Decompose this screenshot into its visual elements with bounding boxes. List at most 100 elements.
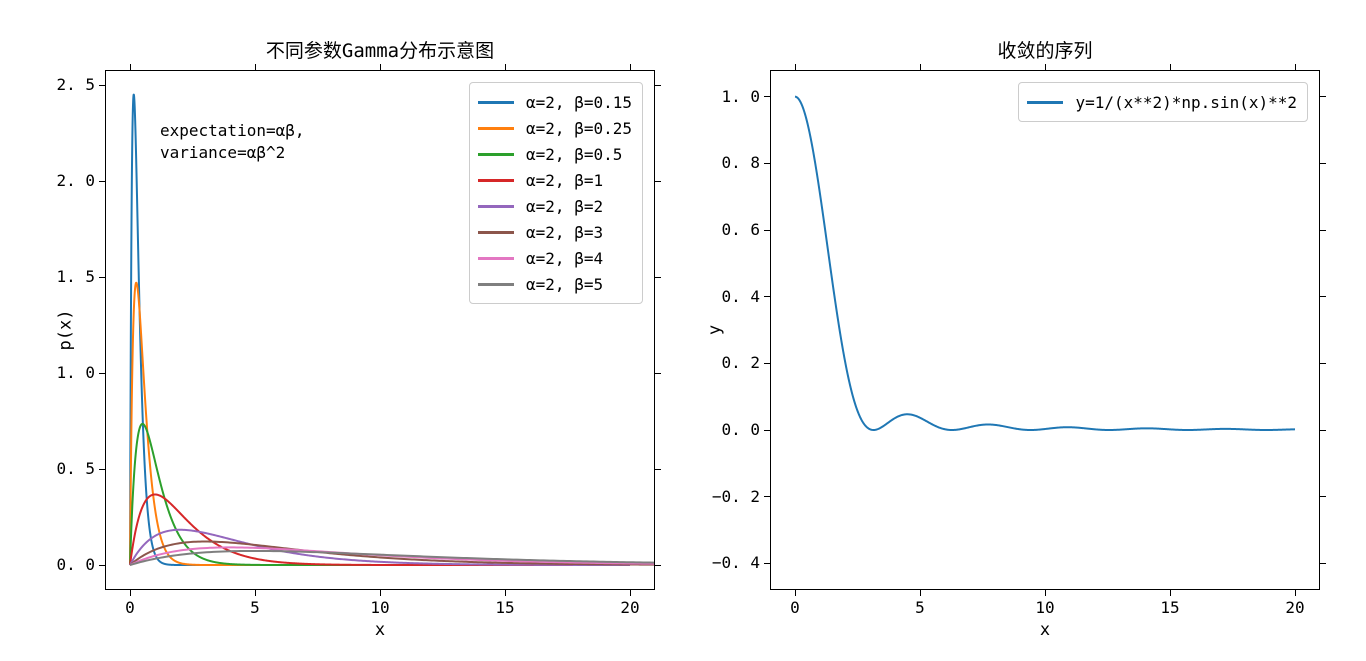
x-axis-label: x [770, 620, 1320, 640]
x-tick-label: 0 [790, 598, 800, 617]
y-tick-mark [655, 277, 661, 278]
x-tick-label: 15 [1160, 598, 1179, 617]
legend-item: α=2, β=3 [478, 219, 632, 245]
y-tick-mark [764, 563, 770, 564]
x-tick-label: 15 [495, 598, 514, 617]
y-tick-mark [99, 181, 105, 182]
x-tick-mark [1045, 64, 1046, 70]
x-tick-mark [1295, 64, 1296, 70]
y-tick-mark [1320, 163, 1326, 164]
x-tick-label: 10 [1035, 598, 1054, 617]
x-tick-mark [630, 64, 631, 70]
y-tick-label: 0. 8 [700, 153, 760, 172]
y-tick-mark [655, 85, 661, 86]
y-tick-label: 0. 0 [700, 420, 760, 439]
legend-item: α=2, β=0.15 [478, 89, 632, 115]
legend-swatch [478, 101, 514, 104]
legend-item: α=2, β=5 [478, 271, 632, 297]
x-tick-mark [130, 590, 131, 596]
y-tick-mark [655, 373, 661, 374]
y-axis-label: y [705, 325, 725, 335]
y-tick-mark [99, 565, 105, 566]
legend-swatch [478, 231, 514, 234]
x-tick-mark [1295, 590, 1296, 596]
y-tick-mark [655, 565, 661, 566]
legend-swatch [478, 153, 514, 156]
x-tick-mark [1170, 590, 1171, 596]
x-tick-mark [920, 590, 921, 596]
y-tick-mark [99, 469, 105, 470]
legend-swatch [478, 127, 514, 130]
y-tick-label: 0. 2 [700, 353, 760, 372]
legend: y=1/(x**2)*np.sin(x)**2 [1018, 82, 1308, 122]
figure: 不同参数Gamma分布示意图xp(x)051015200. 00. 51. 01… [0, 0, 1366, 661]
legend-label: α=2, β=0.5 [526, 145, 622, 164]
y-tick-mark [655, 469, 661, 470]
y-tick-label: 2. 0 [35, 171, 95, 190]
x-tick-mark [630, 590, 631, 596]
legend-swatch [478, 205, 514, 208]
x-tick-label: 5 [915, 598, 925, 617]
legend-swatch [1027, 101, 1063, 104]
legend-swatch [478, 257, 514, 260]
legend-label: y=1/(x**2)*np.sin(x)**2 [1075, 93, 1297, 112]
legend: α=2, β=0.15 α=2, β=0.25 α=2, β=0.5 α=2, β=1… [469, 82, 643, 304]
x-tick-label: 10 [370, 598, 389, 617]
y-tick-mark [764, 363, 770, 364]
y-tick-mark [764, 296, 770, 297]
y-tick-label: −0. 4 [700, 553, 760, 572]
y-tick-mark [764, 230, 770, 231]
y-tick-label: 0. 0 [35, 555, 95, 574]
x-tick-mark [1170, 64, 1171, 70]
x-tick-mark [1045, 590, 1046, 596]
x-tick-mark [795, 590, 796, 596]
y-tick-mark [764, 496, 770, 497]
legend-item: α=2, β=2 [478, 193, 632, 219]
y-tick-mark [764, 96, 770, 97]
legend-label: α=2, β=0.25 [526, 119, 632, 138]
series-gamma-b0.25 [130, 283, 630, 565]
x-tick-mark [920, 64, 921, 70]
x-tick-mark [255, 64, 256, 70]
legend-swatch [478, 283, 514, 286]
legend-item: α=2, β=0.25 [478, 115, 632, 141]
y-tick-label: 0. 5 [35, 459, 95, 478]
y-tick-mark [1320, 430, 1326, 431]
x-tick-mark [380, 64, 381, 70]
x-tick-mark [505, 64, 506, 70]
y-tick-mark [99, 277, 105, 278]
legend-label: α=2, β=2 [526, 197, 603, 216]
x-tick-label: 5 [250, 598, 260, 617]
y-tick-mark [764, 163, 770, 164]
y-tick-mark [1320, 296, 1326, 297]
legend-label: α=2, β=0.15 [526, 93, 632, 112]
y-tick-mark [1320, 230, 1326, 231]
chart-title: 收敛的序列 [770, 36, 1320, 63]
y-tick-mark [655, 181, 661, 182]
x-tick-label: 20 [1285, 598, 1304, 617]
y-tick-mark [1320, 96, 1326, 97]
y-tick-label: 1. 0 [700, 87, 760, 106]
legend-item: α=2, β=4 [478, 245, 632, 271]
x-tick-mark [505, 590, 506, 596]
y-tick-mark [99, 373, 105, 374]
x-axis-label: x [105, 620, 655, 640]
legend-item: α=2, β=1 [478, 167, 632, 193]
y-tick-mark [764, 430, 770, 431]
legend-label: α=2, β=5 [526, 275, 603, 294]
y-axis-label: p(x) [55, 310, 75, 351]
y-tick-label: 1. 5 [35, 267, 95, 286]
y-tick-label: 2. 5 [35, 75, 95, 94]
x-tick-mark [795, 64, 796, 70]
series-sinc2 [795, 97, 1295, 430]
legend-item: y=1/(x**2)*np.sin(x)**2 [1027, 89, 1297, 115]
annotation-text: expectation=αβ,variance=αβ^2 [160, 120, 305, 165]
y-tick-mark [1320, 363, 1326, 364]
chart-panel-left: 不同参数Gamma分布示意图xp(x)051015200. 00. 51. 01… [105, 70, 655, 590]
y-tick-label: −0. 2 [700, 487, 760, 506]
legend-label: α=2, β=4 [526, 249, 603, 268]
legend-item: α=2, β=0.5 [478, 141, 632, 167]
chart-panel-right: 收敛的序列xy05101520−0. 4−0. 20. 00. 20. 40. … [770, 70, 1320, 590]
y-tick-label: 1. 0 [35, 363, 95, 382]
y-tick-mark [1320, 563, 1326, 564]
